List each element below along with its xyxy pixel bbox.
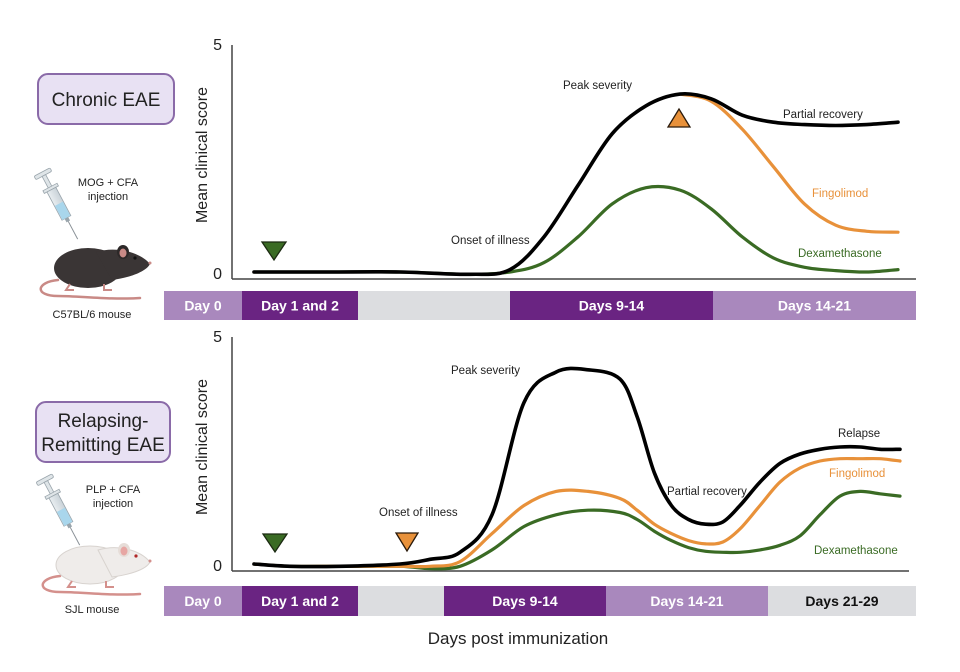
timeline-segment [242, 586, 358, 616]
annotation-fingolimod: Fingolimod [812, 188, 868, 200]
annotation-relapse: Relapse [838, 428, 880, 440]
injection-label-line1: PLP + CFA [86, 484, 141, 496]
series-line-untreated [252, 366, 902, 569]
annotation-dexamethasone: Dexamethasone [798, 248, 882, 260]
annotation-onset: Onset of illness [379, 507, 458, 519]
timeline-segment [713, 291, 916, 320]
mouse-icon-sjl [41, 543, 152, 596]
annotation-dexamethasone: Dexamethasone [814, 545, 898, 557]
timeline-segment-label: Days 14-21 [778, 298, 851, 314]
injection-label-line2: injection [88, 191, 128, 203]
y-axis-label: Mean clinical score [194, 87, 211, 223]
label-box [37, 73, 175, 125]
timeline-segment [358, 291, 510, 320]
timeline-segment-label: Day 1 and 2 [261, 593, 339, 609]
series-line-fingolimod [678, 92, 900, 234]
timeline-segment [768, 586, 916, 616]
series-lines [252, 92, 900, 277]
dexamethasone-start-marker-icon [260, 241, 288, 262]
timeline-segment [606, 586, 768, 616]
model-label: Chronic EAE [52, 90, 161, 111]
y-tick-label-bottom: 0 [213, 558, 222, 575]
x-axis-label: Days post immunization [428, 629, 608, 648]
timeline-segment-label: Days 9-14 [492, 593, 558, 609]
timeline-segment-label: Day 0 [184, 593, 222, 609]
timeline-segment-label: Days 14-21 [650, 593, 723, 609]
panel-relapsing-remitting: Relapsing- Remitting EAE PLP + CFA injec… [35, 329, 916, 616]
timeline-segment [164, 586, 242, 616]
mouse-icon-c57bl6 [39, 245, 152, 300]
series-lines [252, 366, 902, 571]
series-line-fingolimod [252, 456, 902, 569]
annotation-partial-recovery: Partial recovery [783, 109, 863, 121]
timeline-segment-label: Day 0 [184, 298, 222, 314]
panel-chronic: Chronic EAE MOG + CFA injection C57BL/6 … [34, 37, 916, 321]
injection-label-line2: injection [93, 498, 133, 510]
annotation-onset: Onset of illness [451, 235, 530, 247]
label-box [35, 401, 171, 463]
timeline-segment-label: Days 9-14 [579, 298, 645, 314]
timeline-bar-rr: Day 0 Day 1 and 2 Days 9-14 Days 14-21 Days … [164, 586, 916, 616]
y-tick-label-top: 5 [213, 329, 222, 346]
series-line-dexamethasone [252, 489, 902, 571]
timeline-segment-label: Days 21-29 [805, 593, 878, 609]
fingolimod-start-marker-icon [666, 107, 692, 128]
model-label-line1: Relapsing- [58, 411, 149, 432]
timeline-segment-label: Day 1 and 2 [261, 298, 339, 314]
timeline-segment [358, 586, 444, 616]
syringe-icon [34, 167, 79, 240]
timeline-segment [164, 291, 242, 320]
syringe-icon [36, 473, 81, 546]
timeline-bar-chronic: Day 0 Day 1 and 2 Days 9-14 Days 14-21 [164, 291, 916, 320]
timeline-segment [242, 291, 358, 320]
y-axis-label: Mean clinical score [194, 379, 211, 515]
model-label-box-chronic: Chronic EAE [37, 73, 175, 125]
timeline-segment [444, 586, 606, 616]
fingolimod-start-marker-icon [394, 532, 420, 553]
injection-label-line1: MOG + CFA [78, 177, 139, 189]
annotation-partial-recovery: Partial recovery [667, 486, 747, 498]
model-label-line2: Remitting EAE [41, 435, 165, 456]
timeline-segment [510, 291, 713, 320]
annotation-fingolimod: Fingolimod [829, 468, 885, 480]
mouse-strain-label: C57BL/6 mouse [53, 309, 132, 321]
model-label-box-rr: Relapsing- Remitting EAE [35, 401, 171, 463]
annotation-peak: Peak severity [451, 365, 520, 377]
annotation-peak: Peak severity [563, 80, 632, 92]
mouse-strain-label: SJL mouse [65, 604, 120, 616]
y-tick-label-top: 5 [213, 37, 222, 54]
series-line-untreated [252, 92, 900, 277]
y-tick-label-bottom: 0 [213, 266, 222, 283]
dexamethasone-start-marker-icon [261, 533, 289, 554]
